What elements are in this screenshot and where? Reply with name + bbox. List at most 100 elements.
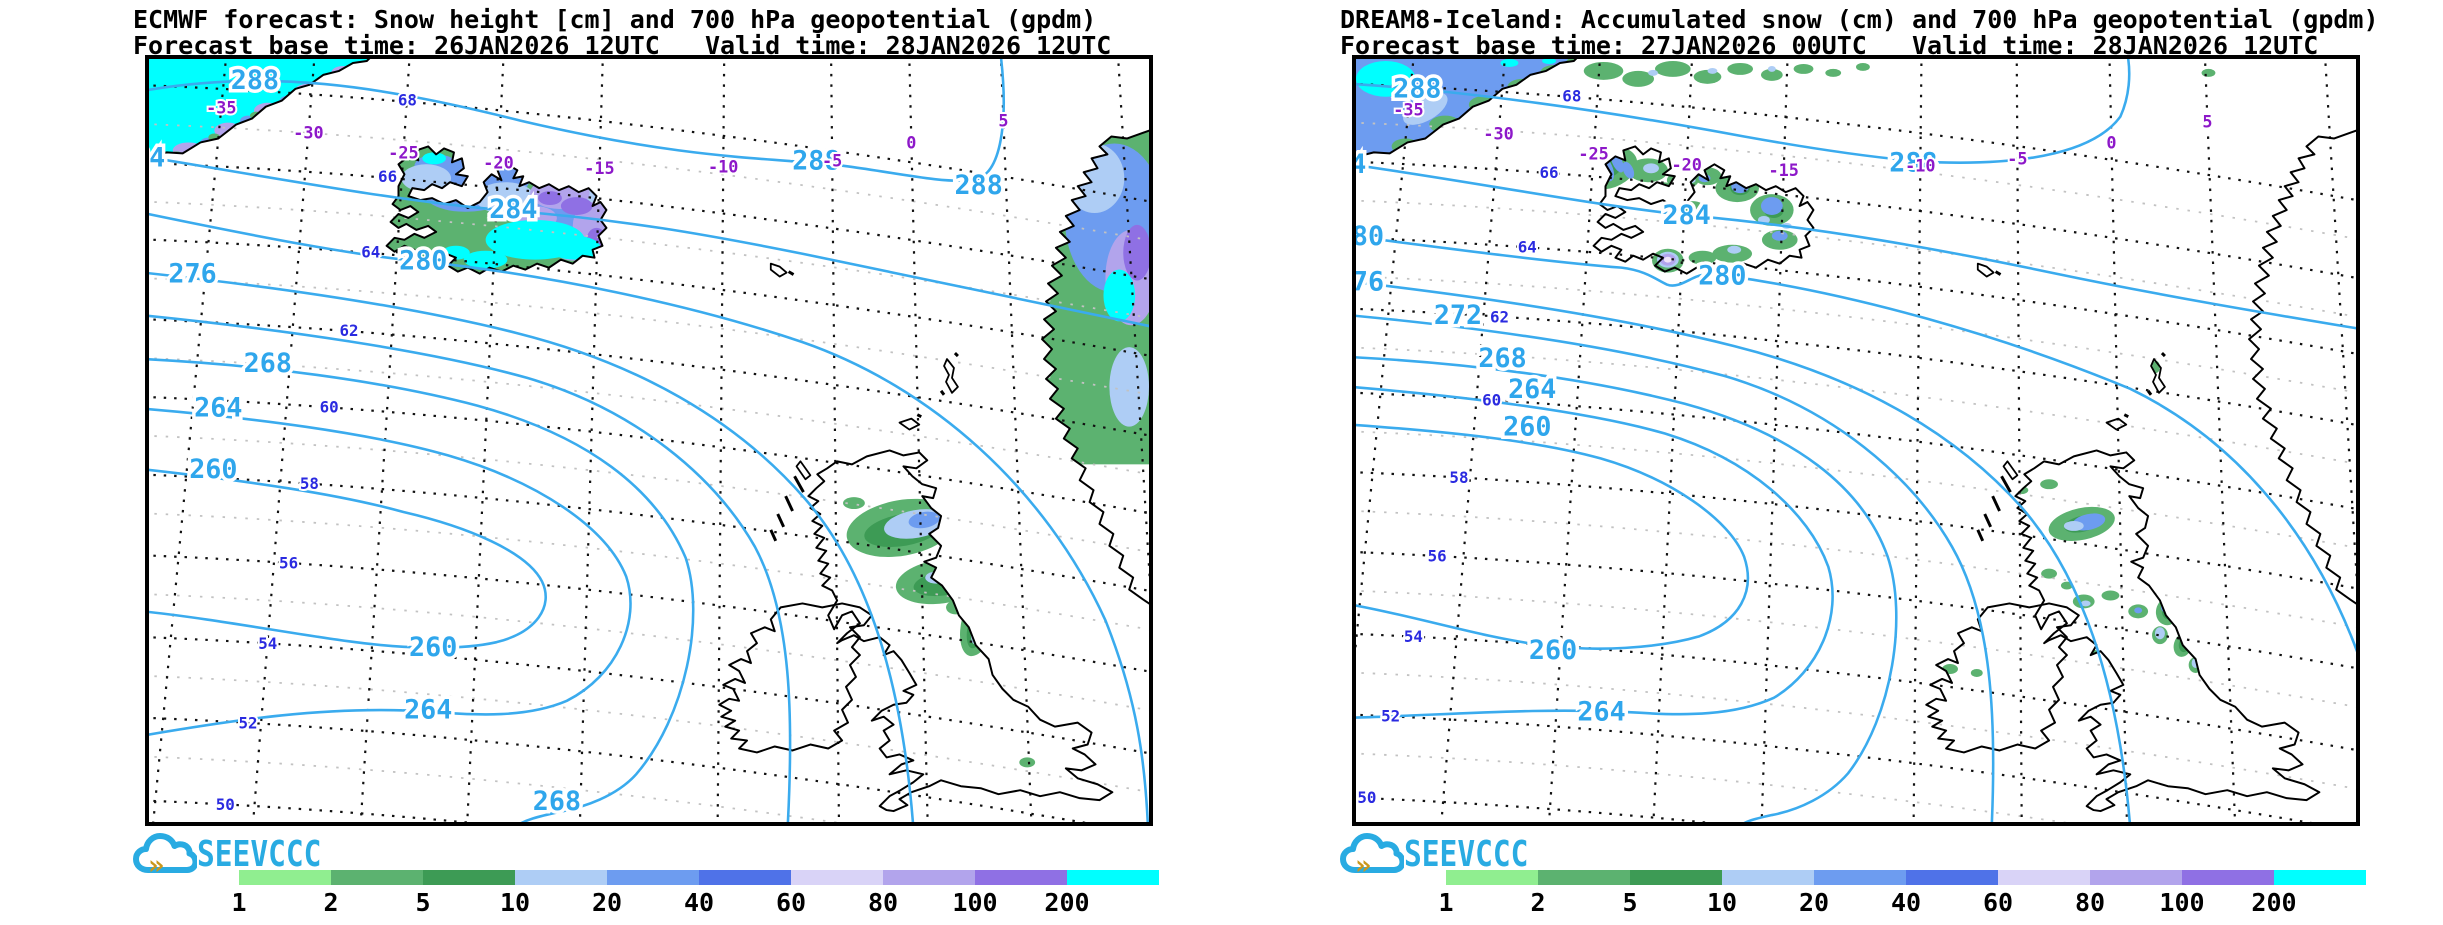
- cloud-logo-icon: »: [133, 833, 197, 877]
- legend-value-label: 10: [499, 888, 531, 917]
- latitude-label: 68: [1562, 87, 1581, 106]
- legend-value-label: 100: [2159, 888, 2205, 917]
- contour-label: 280: [1356, 221, 1384, 252]
- coastlines: [1356, 59, 2356, 813]
- logo-text: SEEVCCC: [197, 833, 322, 875]
- latitude-label: 60: [320, 398, 339, 417]
- contour-label: 272: [1434, 300, 1482, 331]
- legend-value-label: 5: [1622, 888, 1638, 917]
- contour-label: 260: [1503, 411, 1551, 442]
- legend-segment: [1067, 870, 1159, 885]
- legend-value-label: 60: [775, 888, 807, 917]
- legend-segment: [1722, 870, 1814, 885]
- longitude-label: -25: [1578, 143, 1608, 163]
- legend-value-label: 200: [1044, 888, 1090, 917]
- map-title-dream8: DREAM8-Iceland: Accumulated snow (cm) an…: [1340, 7, 2379, 59]
- contour-label: 288: [955, 170, 1003, 201]
- map-dream8: 2882882842842802802762722682642602602646…: [1352, 55, 2360, 826]
- latitude-label: 58: [1449, 468, 1468, 487]
- legend-segment: [607, 870, 699, 885]
- legend-value-label: 80: [2074, 888, 2106, 917]
- seevccc-logo: » SEEVCCC: [1340, 830, 1556, 878]
- latitude-label: 64: [361, 243, 380, 262]
- legend-segment: [2182, 870, 2274, 885]
- graticule: [149, 59, 1149, 822]
- logo-arrow-icon: »: [1355, 850, 1371, 877]
- latitude-label: 50: [216, 795, 235, 814]
- longitude-label: -10: [1905, 155, 1935, 175]
- longitude-label: 0: [906, 132, 916, 152]
- contour-label: 284: [149, 142, 165, 173]
- snow-legend-dream8: 1 2 5 10 20 40 60 80 100 200: [1438, 870, 2443, 920]
- map-labels: 2882882882842842802762682642602602642686…: [149, 61, 1011, 820]
- legend-value-label: 1: [1438, 888, 1454, 917]
- contour-label: 288: [231, 65, 279, 96]
- map-ecmwf: 2882882882842842802762682642602602642686…: [145, 55, 1153, 826]
- latitude-label: 52: [238, 714, 257, 733]
- title-line2: Forecast base time: 27JAN2026 00UTC Vali…: [1340, 31, 2319, 60]
- seevccc-logo: » SEEVCCC: [133, 830, 349, 878]
- latitude-label: 50: [1357, 788, 1376, 807]
- legend-segment: [1998, 870, 2090, 885]
- legend-value-label: 20: [591, 888, 623, 917]
- latitude-label: 64: [1518, 238, 1537, 257]
- panel-dream8: DREAM8-Iceland: Accumulated snow (cm) an…: [1340, 0, 2443, 925]
- legend-value-label: 5: [415, 888, 431, 917]
- legend-value-label: 1: [231, 888, 247, 917]
- longitude-label: 0: [2106, 132, 2116, 152]
- contour-label: 284: [1356, 149, 1366, 180]
- contour-label: 264: [404, 695, 452, 726]
- longitude-label: -5: [822, 150, 842, 170]
- legend-color-bar: [239, 870, 1159, 885]
- coastlines: [149, 59, 1149, 813]
- legend-value-label: 100: [952, 888, 998, 917]
- legend-segment: [2274, 870, 2366, 885]
- latitude-label: 54: [1404, 627, 1423, 646]
- legend-segment: [1538, 870, 1630, 885]
- legend-value-label: 2: [323, 888, 339, 917]
- longitude-label: -15: [584, 158, 614, 178]
- contour-label: 260: [189, 454, 237, 485]
- legend-segment: [239, 870, 331, 885]
- contour-label: 288: [792, 145, 840, 176]
- contour-label: 276: [168, 258, 216, 289]
- contour-label: 284: [489, 194, 537, 225]
- title-line2: Forecast base time: 26JAN2026 12UTC Vali…: [133, 31, 1112, 60]
- title-line1: DREAM8-Iceland: Accumulated snow (cm) an…: [1340, 5, 2379, 34]
- legend-segment: [1446, 870, 1538, 885]
- contour-label: 288: [1889, 147, 1937, 178]
- contour-label: 288: [1393, 74, 1441, 105]
- contour-label: 260: [1529, 635, 1577, 666]
- latitude-label: 66: [1540, 163, 1559, 182]
- legend-value-label: 200: [2251, 888, 2297, 917]
- longitude-label: -20: [483, 152, 513, 172]
- geopotential-contours: [149, 59, 1149, 822]
- legend-segment: [2090, 870, 2182, 885]
- longitude-label: -15: [1769, 160, 1799, 180]
- longitude-label: -10: [708, 156, 738, 176]
- legend-value-label: 40: [1890, 888, 1922, 917]
- legend-segment: [331, 870, 423, 885]
- latitude-label: 68: [398, 91, 417, 110]
- contour-label: 276: [1356, 266, 1384, 297]
- panel-ecmwf: ECMWF forecast: Snow height [cm] and 700…: [133, 0, 1238, 925]
- contour-label: 260: [409, 632, 457, 663]
- latitude-label: 56: [1428, 547, 1447, 566]
- legend-segment: [883, 870, 975, 885]
- legend-segment: [1630, 870, 1722, 885]
- longitude-label: -35: [1393, 100, 1423, 120]
- latitude-label: 62: [339, 321, 358, 340]
- legend-segment: [699, 870, 791, 885]
- longitude-label: -25: [388, 142, 418, 162]
- contour-label: 264: [194, 393, 242, 424]
- legend-value-label: 40: [683, 888, 715, 917]
- contour-label: 284: [1663, 200, 1711, 231]
- contour-label: 280: [399, 246, 447, 277]
- legend-color-bar: [1446, 870, 2366, 885]
- latitude-label: 62: [1490, 307, 1509, 326]
- latitude-label: 66: [378, 167, 397, 186]
- longitude-label: -35: [206, 98, 236, 118]
- legend-value-label: 20: [1798, 888, 1830, 917]
- weather-map-ecmwf: 2882882882842842802762682642602602642686…: [149, 59, 1149, 822]
- legend-value-label: 60: [1982, 888, 2014, 917]
